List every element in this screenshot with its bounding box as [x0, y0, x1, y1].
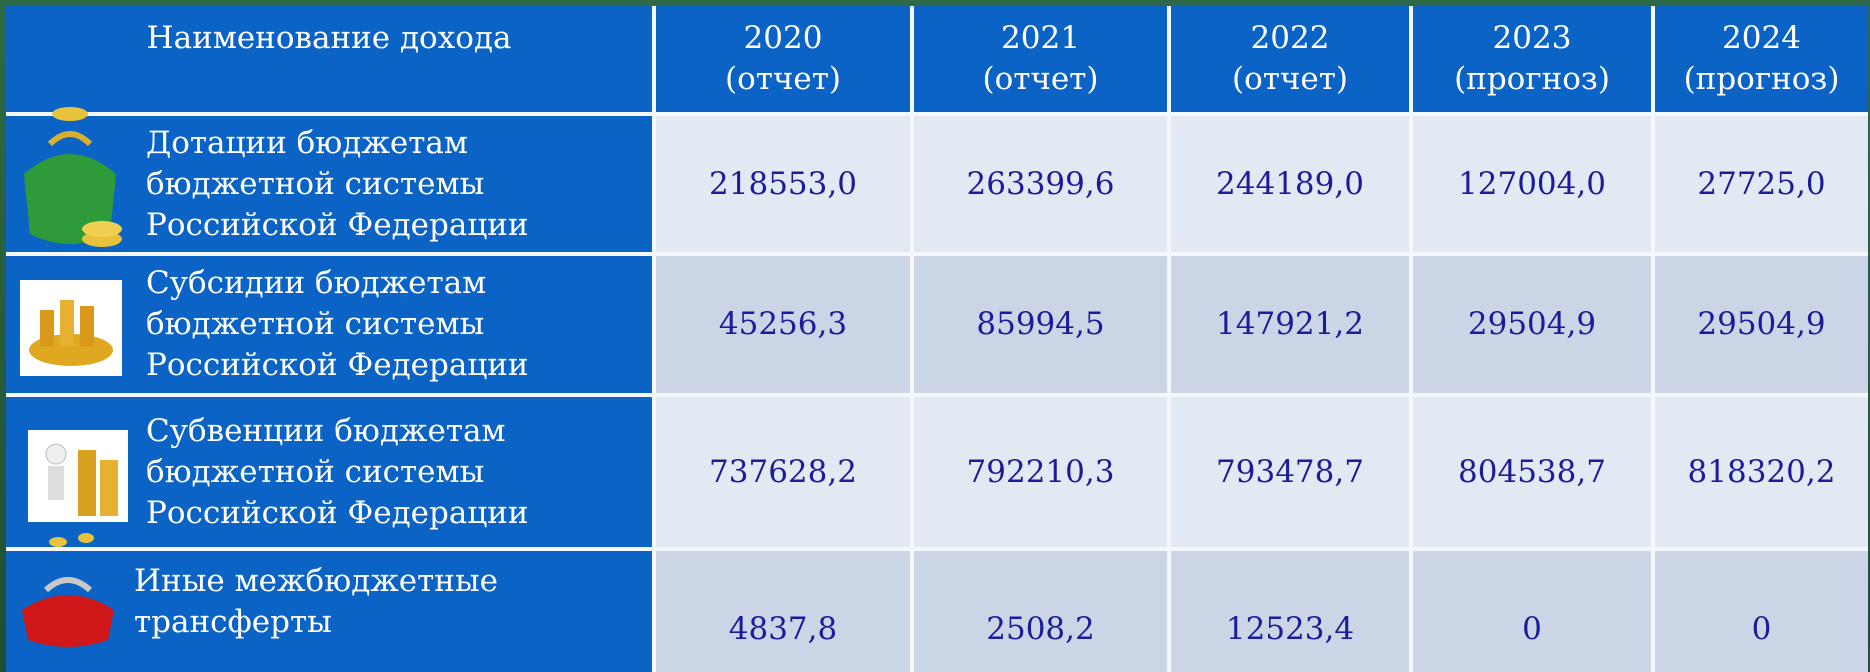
coin-stack	[60, 300, 74, 346]
value: 793478,7	[1216, 453, 1364, 490]
row-label-line: Дотации бюджетам	[146, 124, 468, 161]
value-cell: 45256,3	[656, 256, 910, 393]
value-cell: 147921,2	[1171, 256, 1409, 393]
header-cell: 2022 (отчет)	[1171, 6, 1409, 112]
header-year: 2021	[1001, 20, 1080, 56]
person	[45, 443, 67, 465]
value-cell: 85994,5	[914, 256, 1167, 393]
row-label-line: Российской Федерации	[146, 494, 529, 531]
value: 29504,9	[1467, 306, 1597, 342]
header-year: 2024	[1722, 20, 1801, 56]
header-cell: 2020 (отчет)	[656, 6, 910, 112]
value: 85994,5	[976, 306, 1105, 342]
value: 263399,6	[966, 165, 1115, 202]
row-label-line: трансферты	[134, 604, 332, 640]
value: 0	[1751, 611, 1772, 647]
coin	[52, 107, 88, 121]
green-purse-icon	[24, 107, 122, 247]
coin	[49, 537, 67, 547]
value-cell: 2508,2	[914, 551, 1167, 672]
red-purse-icon	[22, 577, 114, 647]
value-cell: 263399,6	[914, 116, 1167, 252]
row-label-line: бюджетной системы	[146, 165, 485, 202]
header-note: (отчет)	[982, 61, 1099, 97]
row-label-line: бюджетной системы	[146, 306, 485, 342]
value: 804538,7	[1458, 453, 1606, 490]
value: 147921,2	[1216, 306, 1364, 342]
header-cell: Наименование дохода	[6, 6, 652, 112]
header-note: (отчет)	[725, 61, 841, 97]
row-label-line: Субсидии бюджетам	[146, 265, 487, 301]
value: 29504,9	[1697, 306, 1826, 342]
value: 218553,0	[709, 165, 857, 202]
income-table: Наименование дохода 2020 (отчет) 2021 (отчет…	[6, 6, 1868, 672]
value-cell: 127004,0	[1413, 116, 1651, 252]
row-label-line: Российской Федерации	[146, 347, 529, 383]
value: 0	[1522, 611, 1542, 647]
value-cell: 818320,2	[1655, 397, 1868, 547]
header-year: 2022	[1250, 20, 1330, 56]
value: 244189,0	[1216, 165, 1364, 202]
clasp	[43, 577, 93, 593]
value-cell: 29504,9	[1655, 256, 1868, 393]
value-cell: 12523,4	[1171, 551, 1409, 672]
header-year: 2020	[743, 20, 823, 56]
value: 737628,2	[709, 453, 857, 490]
coin	[78, 533, 94, 543]
coin-stack	[100, 460, 118, 516]
value: 792210,3	[966, 453, 1115, 490]
value-cell: 0	[1655, 551, 1868, 672]
person-coins-icon	[28, 430, 128, 547]
clasp	[47, 131, 93, 147]
value-cell: 737628,2	[656, 397, 910, 547]
value: 818320,2	[1687, 453, 1836, 490]
header-note: (прогноз)	[1454, 61, 1610, 97]
header-note: (прогноз)	[1683, 61, 1840, 97]
person	[48, 466, 64, 500]
value-cell: 793478,7	[1171, 397, 1409, 547]
header-cell: 2024 (прогноз)	[1655, 6, 1868, 112]
header-year: 2023	[1492, 20, 1572, 56]
coin	[82, 221, 122, 237]
value-cell: 29504,9	[1413, 256, 1651, 393]
value-cell: 804538,7	[1413, 397, 1651, 547]
value: 2508,2	[986, 611, 1095, 647]
purse	[24, 154, 116, 244]
header-cell: 2021 (отчет)	[914, 6, 1167, 112]
row-label-line: бюджетной системы	[146, 453, 485, 490]
value-cell: 218553,0	[656, 116, 910, 252]
value: 45256,3	[718, 306, 848, 342]
row-label-line: Иные межбюджетные	[134, 563, 498, 599]
value-cell: 792210,3	[914, 397, 1167, 547]
row-label-line: Российской Федерации	[146, 206, 529, 243]
value: 12523,4	[1225, 611, 1355, 647]
value: 4837,8	[728, 611, 838, 647]
coin-stack	[80, 306, 94, 346]
value-cell: 244189,0	[1171, 116, 1409, 252]
row-label-line: Субвенции бюджетам	[146, 412, 506, 449]
value: 127004,0	[1458, 165, 1606, 202]
value-cell: 27725,0	[1655, 116, 1868, 252]
header-label: Наименование дохода	[146, 20, 512, 56]
value: 27725,0	[1697, 165, 1826, 202]
header-cell: 2023 (прогноз)	[1413, 6, 1651, 112]
header-note: (отчет)	[1232, 61, 1348, 97]
purse	[22, 595, 114, 647]
coin-stack	[78, 450, 96, 516]
value-cell: 0	[1413, 551, 1651, 672]
coin-stack	[40, 310, 54, 346]
coins-icon	[20, 280, 122, 376]
value-cell: 4837,8	[656, 551, 910, 672]
